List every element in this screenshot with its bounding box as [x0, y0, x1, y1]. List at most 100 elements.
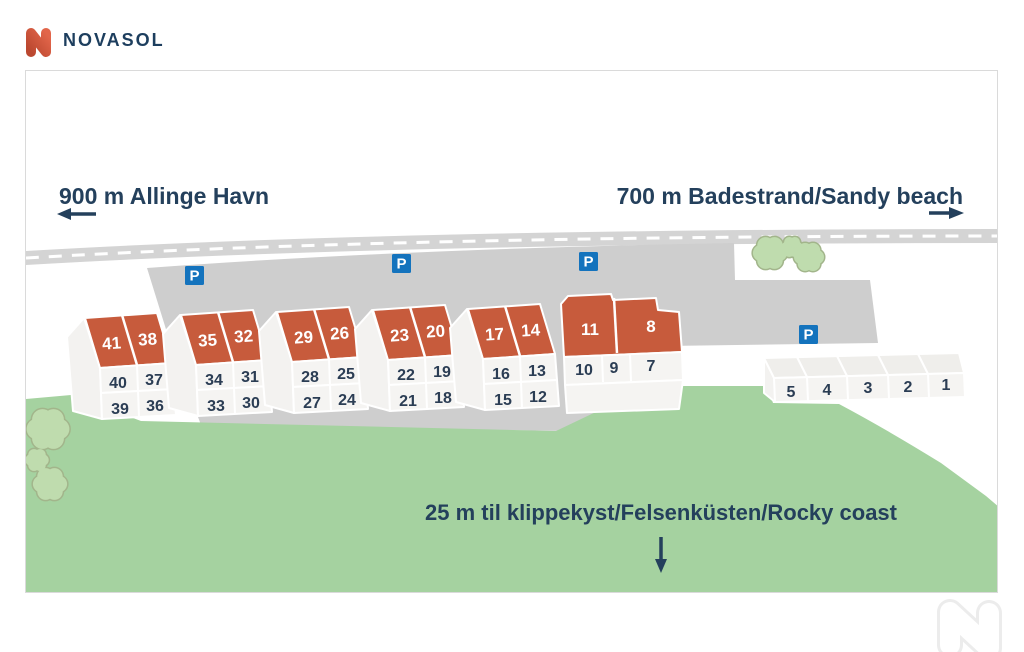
house-number: 36	[146, 398, 164, 415]
house-number: 5	[787, 384, 796, 401]
novasol-watermark-icon	[937, 599, 1002, 652]
house-row-1-5: 5 4 3 2 1	[763, 352, 966, 403]
house-number: 30	[242, 395, 260, 412]
parking-sign-box	[579, 252, 598, 271]
house-block-24-29: 29 26 28 25 27 24	[258, 306, 369, 414]
brand-header: NOVASOL	[22, 20, 165, 60]
facade-divider	[232, 361, 235, 389]
roof-divider	[408, 306, 427, 358]
arrow-down-icon	[655, 537, 667, 573]
arrow-right-icon	[929, 207, 964, 219]
house-facade-row	[773, 372, 966, 403]
facade-divider	[806, 376, 809, 402]
site-map: 41 38 40 37 39 36 35 32 34 31 33	[25, 70, 998, 593]
facade-divider	[520, 381, 523, 409]
facade-divider	[233, 387, 236, 415]
house-number: 35	[198, 330, 218, 350]
house-number: 25	[337, 366, 355, 383]
facade-divider	[846, 375, 849, 401]
house-terrace-row	[564, 379, 684, 414]
house-number: 8	[646, 317, 655, 336]
house-number: 12	[529, 389, 547, 406]
house-number: 32	[234, 326, 254, 346]
distance-label-harbor: 900 m Allinge Havn	[59, 183, 269, 209]
house-number: 28	[301, 369, 319, 386]
house-block-7-11: 11 8 10 9 7	[560, 293, 684, 414]
roof-divider	[877, 354, 889, 376]
house-number: 22	[397, 367, 415, 384]
grass-area	[26, 386, 997, 592]
parking-sign: P	[185, 266, 204, 285]
facade-divider	[136, 364, 139, 392]
facade-divider	[329, 384, 332, 412]
roof-divider	[312, 308, 331, 360]
house-number: 33	[207, 398, 225, 415]
arrow-head	[57, 208, 71, 220]
site-map-canvas: 41 38 40 37 39 36 35 32 34 31 33	[26, 183, 997, 592]
house-number: 1	[942, 377, 951, 394]
trees-road	[751, 235, 826, 273]
house-number: 21	[399, 393, 417, 410]
road	[26, 229, 997, 265]
parking-sign-letter: P	[803, 327, 813, 344]
parking-sign: P	[799, 325, 818, 344]
parking-sign-letter: P	[189, 268, 199, 285]
roof-divider	[836, 355, 848, 377]
arrow-head	[949, 207, 964, 219]
house-number: 4	[823, 382, 832, 399]
roof-divider	[216, 311, 235, 363]
house-number: 2	[904, 379, 913, 396]
house-number: 24	[338, 392, 356, 409]
logo-n-glyph	[26, 28, 51, 57]
house-number: 7	[647, 358, 656, 375]
parking-sign-letter: P	[583, 254, 593, 271]
roof-divider	[503, 305, 522, 357]
house-block-18-23: 23 20 22 19 21 18	[354, 304, 465, 412]
arrow-head	[655, 559, 667, 573]
facade-divider	[887, 374, 890, 400]
house-block-30-35: 35 32 34 31 33 30	[162, 309, 273, 417]
house-block-12-17: 17 14 16 13 15 12	[449, 303, 560, 411]
house-number: 19	[433, 364, 451, 381]
novasol-logo-icon	[26, 28, 51, 57]
parking-sign-box	[392, 254, 411, 273]
house-number: 18	[434, 390, 452, 407]
house-number: 40	[109, 375, 127, 392]
roof-divider	[917, 353, 929, 375]
house-block-36-41: 41 38 40 37 39 36	[66, 312, 177, 420]
house-number: 27	[303, 395, 321, 412]
house-number: 16	[492, 366, 510, 383]
house-number: 15	[494, 392, 512, 409]
house-number: 29	[294, 327, 314, 347]
house-number: 34	[205, 372, 223, 389]
watermark-n-fill	[940, 602, 999, 652]
trees-green	[26, 407, 71, 502]
arrow-left-icon	[57, 208, 96, 220]
house-number: 10	[575, 362, 593, 379]
house-number: 13	[528, 363, 546, 380]
house-number: 26	[330, 323, 350, 343]
parking-sign: P	[392, 254, 411, 273]
facade-divider	[137, 390, 140, 418]
house-number: 31	[241, 369, 259, 386]
facade-divider	[328, 358, 331, 386]
roof-divider	[796, 356, 808, 378]
distance-label-beach: 700 m Badestrand/Sandy beach	[617, 183, 963, 209]
house-number: 38	[138, 329, 158, 349]
facade-divider	[519, 355, 522, 383]
facade-divider	[424, 356, 427, 384]
house-number: 9	[610, 360, 619, 377]
house-number: 3	[864, 380, 873, 397]
facade-divider	[629, 353, 632, 382]
brand-name: NOVASOL	[63, 29, 165, 50]
house-number: 11	[581, 320, 599, 339]
parking-sign-box	[185, 266, 204, 285]
parking-sign-letter: P	[396, 256, 406, 273]
parking-sign: P	[579, 252, 598, 271]
roof-divider	[120, 314, 139, 366]
house-number: 39	[111, 401, 129, 418]
facade-divider	[425, 382, 428, 410]
house-number: 17	[485, 324, 505, 344]
parking-sign-box	[799, 325, 818, 344]
